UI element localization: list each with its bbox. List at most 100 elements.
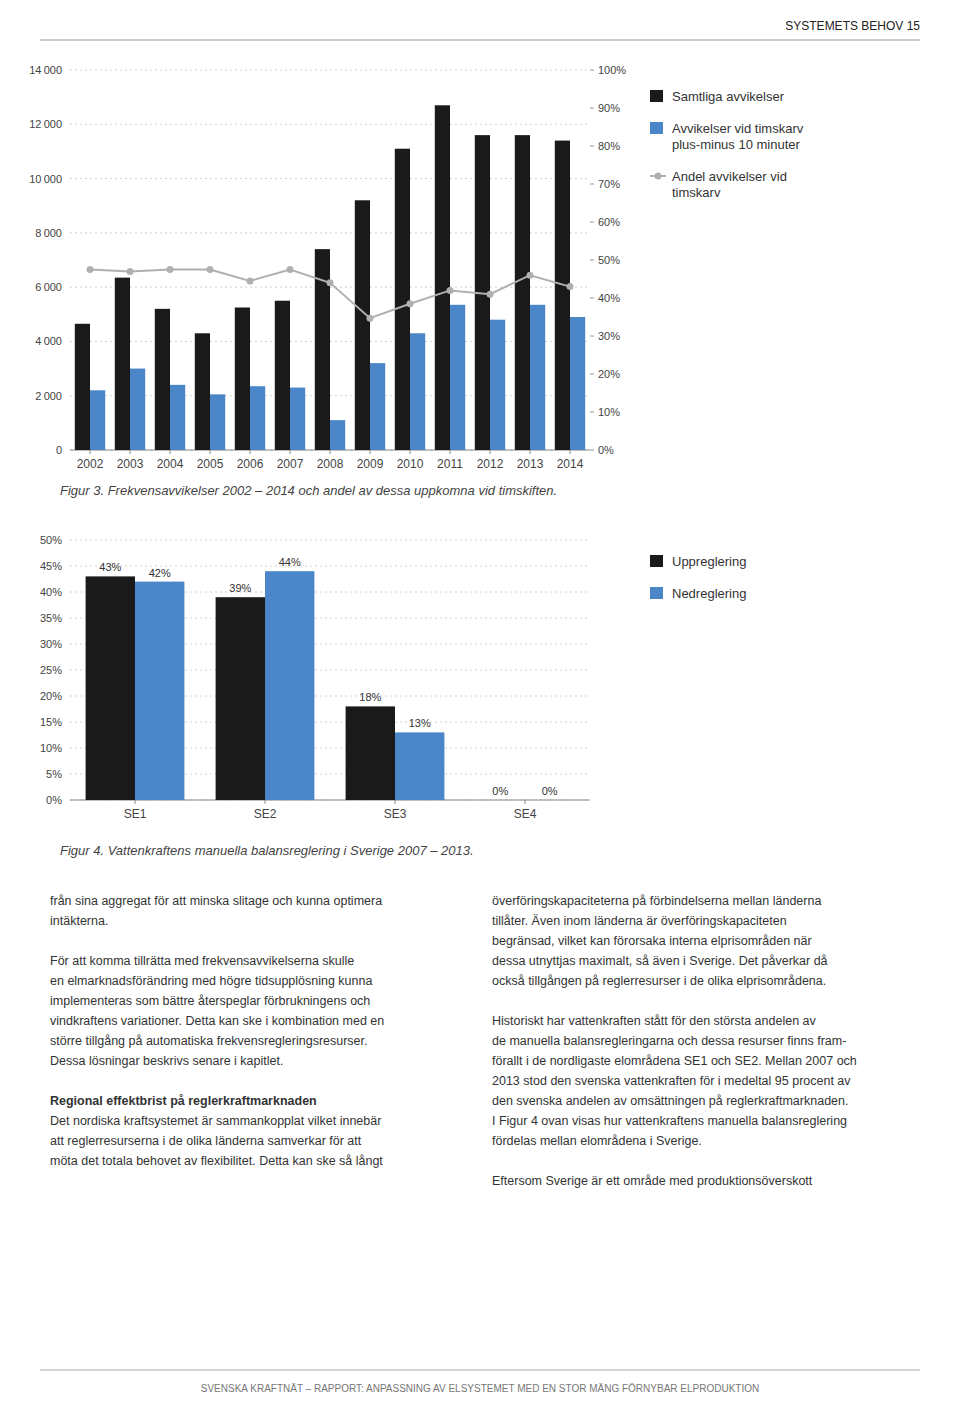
line	[90, 270, 570, 319]
legend-label: Nedreglering	[672, 586, 746, 601]
x-tick	[290, 450, 291, 454]
legend-label-line: Avvikelser vid timskarv	[672, 121, 804, 136]
x-tick-label: SE3	[384, 807, 407, 821]
page: SYSTEMETS BEHOV 1502 0004 0006 0008 0001…	[0, 0, 960, 1420]
x-tick	[90, 450, 91, 454]
marks	[86, 571, 445, 800]
text-line: I Figur 4 ovan visas hur vattenkraftens …	[492, 1114, 847, 1128]
legend-label-line: Uppreglering	[672, 554, 746, 569]
x-tick	[250, 450, 251, 454]
bar-series	[90, 305, 585, 450]
line-marker	[327, 279, 334, 286]
y-tick-label: 4 000	[35, 335, 62, 347]
x-tick	[410, 450, 411, 454]
x-tick-label: 2009	[357, 457, 384, 471]
y-tick-label: 45%	[40, 560, 62, 572]
legend: Samtliga avvikelser Avvikelser vid timska…	[650, 89, 804, 200]
text-column: från sina aggregat för att minska slitag…	[50, 894, 384, 1168]
line-marker	[367, 315, 374, 322]
bar	[410, 333, 425, 450]
x-tick-label: 2011	[437, 457, 463, 471]
y-tick-label: 14 000	[29, 64, 62, 76]
text-line: de manuella balansregleringarna och dess…	[492, 1034, 846, 1048]
bar	[155, 309, 170, 450]
y2-tick	[590, 70, 594, 71]
x-axis: SE1SE2SE3SE4	[124, 800, 537, 821]
y-tick-label: 10 000	[29, 173, 62, 185]
bar	[86, 576, 135, 800]
y-tick-label: 50%	[40, 534, 62, 546]
y2-tick	[590, 146, 594, 147]
grid-line	[70, 70, 590, 71]
legend-label-line: plus-minus 10 minuter	[672, 137, 801, 152]
y2-tick	[590, 184, 594, 185]
bar	[370, 363, 385, 450]
data-label: 42%	[149, 567, 171, 579]
x-tick-label: 2014	[557, 457, 584, 471]
text-line: Historiskt har vattenkraften stått för d…	[492, 1014, 817, 1028]
bar	[115, 278, 130, 450]
y-axis: 02 0004 0006 0008 00010 00012 00014 000	[29, 64, 590, 456]
bar	[435, 105, 450, 450]
y2-tick-label: 90%	[598, 102, 620, 114]
y2-tick	[590, 412, 594, 413]
line-marker	[407, 300, 414, 307]
y-tick-label: 40%	[40, 586, 62, 598]
y2-tick	[590, 108, 594, 109]
bar	[525, 800, 574, 801]
x-tick-label: SE2	[254, 807, 277, 821]
bar	[250, 386, 265, 450]
x-tick-label: SE4	[514, 807, 537, 821]
legend-label: Samtliga avvikelser	[672, 89, 785, 104]
y-tick-label: 10%	[40, 742, 62, 754]
x-tick-label: 2005	[197, 457, 224, 471]
text-line: begränsad, vilket kan förorsaka interna …	[492, 934, 812, 948]
y2-tick-label: 60%	[598, 216, 620, 228]
bar	[555, 141, 570, 450]
text-line: För att komma tillrätta med frekvensavvi…	[50, 954, 354, 968]
text-line: tillåter. Även inom länderna är överföri…	[492, 914, 787, 928]
x-tick-label: 2003	[117, 457, 144, 471]
line-marker	[447, 287, 454, 294]
text-line: dessa utnyttjas maximalt, så även i Sver…	[492, 954, 828, 968]
text-line: implementeras som bättre återspeglar för…	[50, 994, 370, 1008]
text-line: också tillgången på reglerresurser i de …	[492, 974, 826, 988]
legend-label: Andel avvikelser vidtimskarv	[672, 169, 787, 200]
text-line: överföringskapaciteterna på förbindelser…	[492, 894, 821, 908]
text-heading: Regional effektbrist på reglerkraftmarkn…	[50, 1094, 317, 1108]
text-line: en elmarknadsförändring med högre tidsup…	[50, 974, 372, 988]
footer-rule	[40, 1370, 920, 1371]
bar	[530, 305, 545, 450]
y2-tick-label: 80%	[598, 140, 620, 152]
x-tick	[490, 450, 491, 454]
bar	[355, 200, 370, 450]
bar	[275, 301, 290, 450]
text-line: den svenska andelen av omsättningen på r…	[492, 1094, 848, 1108]
bar	[265, 571, 314, 800]
bar	[90, 390, 105, 450]
y-tick-label: 2 000	[35, 390, 62, 402]
bar	[395, 732, 444, 800]
y-tick-label: 6 000	[35, 281, 62, 293]
text-line: förallt i de nordligaste elområdena SE1 …	[492, 1054, 857, 1068]
data-label: 0%	[492, 785, 508, 797]
x-tick	[570, 450, 571, 454]
text-line: från sina aggregat för att minska slitag…	[50, 894, 382, 908]
x-tick-label: 2007	[277, 457, 304, 471]
y2-tick-label: 0%	[598, 444, 614, 456]
data-label: 13%	[409, 717, 431, 729]
line-marker	[487, 291, 494, 298]
text-line: Dessa lösningar beskrivs senare i kapitl…	[50, 1054, 283, 1068]
y2-axis: 0%10%20%30%40%50%60%70%80%90%100%	[590, 64, 626, 456]
legend-label-line: Andel avvikelser vid	[672, 169, 787, 184]
line-marker	[87, 266, 94, 273]
bar	[570, 317, 585, 450]
bar	[130, 369, 145, 450]
y2-tick-label: 70%	[598, 178, 620, 190]
legend-swatch	[650, 555, 663, 567]
bar	[346, 706, 395, 800]
line-marker	[287, 266, 294, 273]
grid-line	[70, 540, 590, 541]
page-header: SYSTEMETS BEHOV 15	[785, 19, 920, 33]
line-marker	[167, 266, 174, 273]
